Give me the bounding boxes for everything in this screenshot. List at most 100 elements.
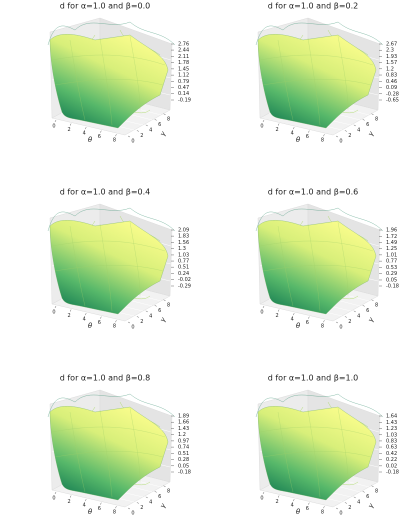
z-tick-label: 1.89 xyxy=(178,414,189,420)
x-tick xyxy=(100,130,102,133)
x-tick-label: 4 xyxy=(83,503,86,509)
x-tick-label: 0 xyxy=(52,310,55,316)
x-tick-label: 2 xyxy=(68,313,71,319)
y-tick xyxy=(154,491,157,493)
z-tick-label: 0.14 xyxy=(178,91,189,97)
x-tick xyxy=(308,316,310,319)
x-axis-label: θ xyxy=(88,322,93,330)
y-axis-label: γ xyxy=(158,501,167,509)
x-tick-label: 2 xyxy=(276,499,279,505)
z-tick-label: -0.18 xyxy=(386,284,399,290)
y-tick xyxy=(371,485,374,487)
x-tick-label: 2 xyxy=(68,499,71,505)
z-tick-label: 1.43 xyxy=(386,420,397,426)
y-tick xyxy=(344,502,347,504)
y-axis-label: γ xyxy=(366,501,375,509)
x-axis-label: θ xyxy=(88,508,93,516)
y-tick xyxy=(127,321,131,324)
x-tick xyxy=(277,495,280,498)
y-tick xyxy=(163,299,166,301)
z-tick-label: 0.42 xyxy=(386,451,397,457)
z-tick-label: 1.12 xyxy=(178,73,189,79)
x-tick xyxy=(323,320,325,323)
x-tick xyxy=(293,313,295,316)
x-tick-label: 4 xyxy=(291,317,294,323)
subplot-title: d for α=1.0 and β=1.0 xyxy=(268,374,359,383)
z-tick-label: 2.67 xyxy=(386,42,397,48)
y-tick-label: 2 xyxy=(140,133,143,139)
x-tick xyxy=(115,506,117,509)
z-tick-label: 0.51 xyxy=(178,451,189,457)
subplot-title: d for α=1.0 and β=0.6 xyxy=(268,188,359,197)
x-tick xyxy=(115,134,117,137)
x-tick xyxy=(85,499,87,502)
x-tick xyxy=(69,123,72,126)
z-tick-label: -0.65 xyxy=(386,98,399,104)
x-tick xyxy=(69,309,72,312)
z-tick-label: 1.03 xyxy=(178,252,189,258)
y-axis-label: γ xyxy=(366,315,375,323)
y-tick-label: 4 xyxy=(149,127,152,133)
x-tick-label: 8 xyxy=(321,138,324,144)
y-tick-label: 0 xyxy=(131,139,134,145)
y-tick xyxy=(127,507,131,510)
x-tick xyxy=(54,119,57,123)
surface-panel xyxy=(47,17,176,136)
x-tick xyxy=(54,305,57,309)
y-tick-label: 6 xyxy=(366,494,369,500)
x-tick xyxy=(262,305,265,309)
x-tick-label: 0 xyxy=(260,310,263,316)
x-tick-label: 8 xyxy=(113,324,116,330)
z-tick-label: 0.02 xyxy=(386,463,397,469)
x-tick-label: 4 xyxy=(291,503,294,509)
x-tick-label: 8 xyxy=(113,510,116,516)
z-tick-label: 1.64 xyxy=(386,414,397,420)
z-tick-label: 0.09 xyxy=(386,85,397,91)
z-tick-label: 1.45 xyxy=(178,66,189,72)
z-tick-label: -0.19 xyxy=(178,98,191,104)
x-tick-label: 6 xyxy=(306,506,309,512)
surface-panel xyxy=(255,389,384,508)
z-tick-label: 1.66 xyxy=(178,420,189,426)
z-tick-label: 0.05 xyxy=(386,277,397,283)
y-tick-label: 2 xyxy=(140,319,143,325)
y-tick xyxy=(145,124,148,127)
y-tick xyxy=(353,496,356,499)
z-tick-label: 0.97 xyxy=(178,438,189,444)
z-tick-label: 1.72 xyxy=(386,234,397,240)
y-tick-label: 8 xyxy=(167,302,170,308)
x-tick xyxy=(115,320,117,323)
x-tick xyxy=(277,309,280,312)
y-tick-label: 4 xyxy=(149,499,152,505)
z-tick-label: 0.74 xyxy=(178,445,189,451)
y-tick xyxy=(371,113,374,115)
x-tick-label: 6 xyxy=(306,320,309,326)
y-tick-label: 8 xyxy=(375,302,378,308)
z-tick-label: 2.3 xyxy=(386,48,394,54)
z-tick-label: 1.2 xyxy=(386,66,394,72)
x-tick xyxy=(277,123,280,126)
z-tick-label: 1.56 xyxy=(178,240,189,246)
z-tick-label: 1.23 xyxy=(386,426,397,432)
y-tick xyxy=(163,113,166,115)
y-tick-label: 8 xyxy=(375,116,378,122)
z-tick-label: 0.53 xyxy=(386,265,397,271)
y-tick-label: 4 xyxy=(149,313,152,319)
z-tick-label: -0.02 xyxy=(178,277,191,283)
surface-panel xyxy=(47,389,176,508)
z-tick-label: -0.28 xyxy=(386,91,399,97)
z-tick-label: 0.22 xyxy=(386,457,397,463)
x-tick xyxy=(308,130,310,133)
y-tick xyxy=(362,119,365,121)
x-tick-label: 0 xyxy=(260,124,263,130)
z-tick-label: 2.11 xyxy=(178,54,189,60)
y-tick-label: 2 xyxy=(348,319,351,325)
x-tick xyxy=(100,502,102,505)
x-tick xyxy=(262,119,265,123)
y-tick xyxy=(145,310,148,313)
z-tick-label: 0.29 xyxy=(386,271,397,277)
z-tick-label: 1.93 xyxy=(386,54,397,60)
